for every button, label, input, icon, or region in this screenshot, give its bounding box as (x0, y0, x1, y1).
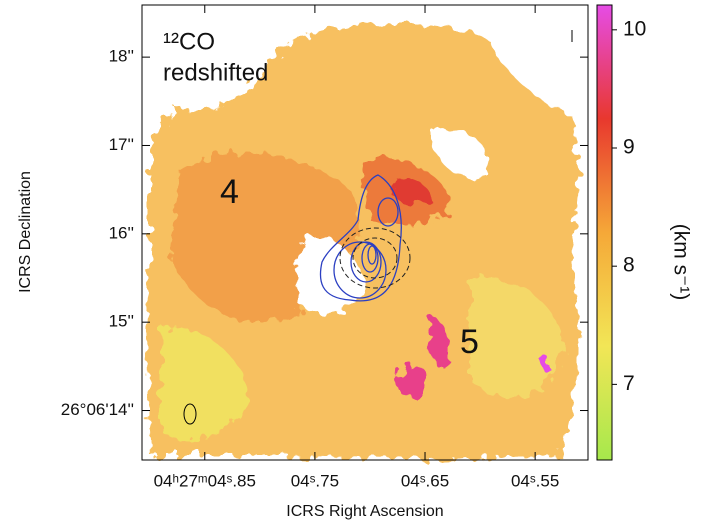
beam (183, 403, 197, 425)
y-tick-label: 16'' (109, 223, 134, 242)
annotation: 5 (460, 323, 479, 361)
x-axis-label: ICRS Right Ascension (286, 503, 443, 520)
annotation: redshifted (163, 59, 268, 86)
colorbar-tick-label: 8 (623, 254, 635, 277)
colorbar-tick-label: 7 (623, 372, 635, 395)
velocity-map (147, 8, 585, 460)
x-tick-label: 04ˢ.75 (291, 471, 339, 490)
beam-contours (339, 227, 411, 289)
colorbar-label: (km s⁻¹) (669, 224, 692, 300)
colorbar (596, 4, 613, 461)
plot-frame (141, 4, 589, 461)
x-tick-label: 04ʰ27ᵐ04ˢ.85 (154, 471, 256, 490)
axes: 04ʰ27ᵐ04ˢ.85 04ˢ.75 04ˢ.65 04ˢ.55 26°06'14''… (61, 5, 588, 490)
y-tick-label: 15'' (109, 312, 134, 331)
x-tick-label: 04ˢ.55 (511, 471, 559, 490)
y-axis-label: ICRS Declination (17, 171, 34, 293)
x-tick-label: 04ˢ.65 (401, 471, 449, 490)
annotation: 4 (220, 173, 239, 211)
colorbar-tick-label: 10 (623, 17, 646, 40)
colorbar-tick-label: 9 (623, 136, 635, 159)
contours (319, 174, 402, 302)
y-tick-label: 17'' (109, 135, 134, 154)
annotation: ¹²CO (163, 28, 215, 55)
y-tick-label: 18'' (109, 47, 134, 66)
y-tick-label: 26°06'14'' (61, 400, 134, 419)
